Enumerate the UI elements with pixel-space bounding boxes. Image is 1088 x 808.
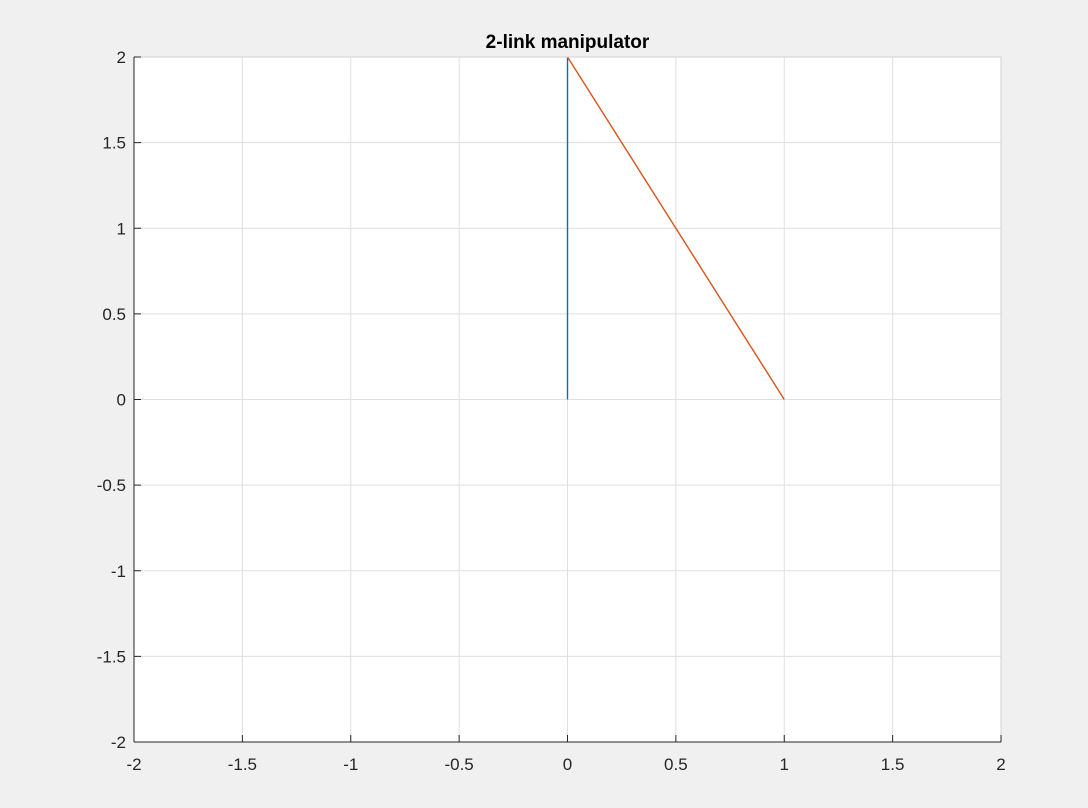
y-tick-label: -1.5 bbox=[97, 647, 126, 666]
y-tick-label: 1 bbox=[117, 219, 126, 238]
x-tick-label: -1.5 bbox=[228, 755, 257, 774]
y-tick-label: 2 bbox=[117, 48, 126, 67]
plot-series bbox=[566, 56, 785, 400]
x-tick-label: 0.5 bbox=[664, 755, 688, 774]
tick-labels: -2 -1.5 -1 -0.5 0 0.5 1 1.5 2 -2 -1.5 -1 -0.5 0 0.5 1 1.… bbox=[97, 48, 1006, 774]
y-tick-label: -1 bbox=[111, 562, 126, 581]
x-tick-label: -0.5 bbox=[444, 755, 473, 774]
series-line-2 bbox=[566, 56, 785, 400]
x-tick-label: 1 bbox=[780, 755, 789, 774]
y-tick-label: -0.5 bbox=[97, 476, 126, 495]
x-tick-label: -2 bbox=[126, 755, 141, 774]
axis-ticks bbox=[133, 56, 1002, 743]
y-tick-label: 1.5 bbox=[102, 134, 126, 153]
x-tick-label: 1.5 bbox=[881, 755, 905, 774]
x-tick-label: -1 bbox=[343, 755, 358, 774]
y-tick-label: 0.5 bbox=[102, 305, 126, 324]
x-tick-label: 2 bbox=[996, 755, 1005, 774]
x-tick-label: 0 bbox=[563, 755, 572, 774]
chart-title: 2-link manipulator bbox=[486, 32, 650, 53]
y-tick-label: 0 bbox=[117, 391, 126, 410]
y-tick-label: -2 bbox=[111, 733, 126, 752]
